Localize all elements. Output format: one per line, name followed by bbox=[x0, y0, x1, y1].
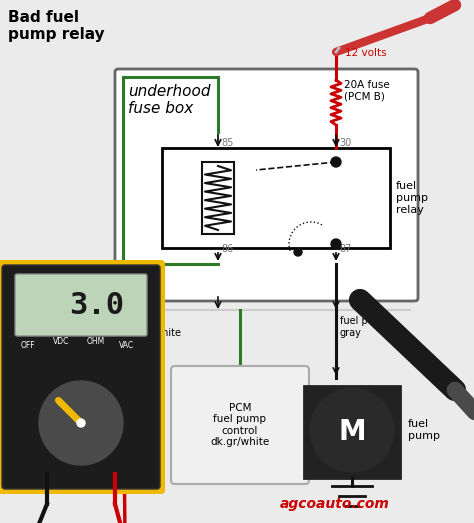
Circle shape bbox=[294, 248, 302, 256]
Bar bbox=[162, 148, 390, 248]
FancyBboxPatch shape bbox=[15, 274, 147, 336]
FancyBboxPatch shape bbox=[115, 69, 418, 301]
Text: Bad fuel
pump relay: Bad fuel pump relay bbox=[8, 10, 105, 42]
Circle shape bbox=[331, 239, 341, 249]
Text: 85: 85 bbox=[221, 138, 233, 148]
Text: 3.0: 3.0 bbox=[69, 290, 124, 320]
Text: fuel
pump
relay: fuel pump relay bbox=[396, 181, 428, 214]
Text: 12 volts: 12 volts bbox=[345, 48, 387, 58]
Text: 30: 30 bbox=[339, 138, 351, 148]
FancyBboxPatch shape bbox=[2, 265, 160, 489]
Text: OFF: OFF bbox=[21, 342, 36, 350]
Text: VAC: VAC bbox=[119, 342, 134, 350]
Text: underhood
fuse box: underhood fuse box bbox=[128, 84, 210, 117]
Text: 86: 86 bbox=[221, 244, 233, 254]
Circle shape bbox=[331, 157, 341, 167]
Text: agcoauto.com: agcoauto.com bbox=[280, 497, 390, 511]
Bar bbox=[304, 386, 400, 478]
Text: control
dk.gr/white: control dk.gr/white bbox=[127, 316, 182, 338]
Circle shape bbox=[39, 381, 123, 465]
Text: fuel pump
gray: fuel pump gray bbox=[340, 316, 390, 338]
Text: VDC: VDC bbox=[53, 336, 69, 346]
Text: PCM
fuel pump
control
dk.gr/white: PCM fuel pump control dk.gr/white bbox=[210, 403, 270, 447]
Text: M: M bbox=[338, 418, 366, 446]
Text: 20A fuse
(PCM B): 20A fuse (PCM B) bbox=[344, 80, 390, 101]
Circle shape bbox=[310, 388, 394, 472]
FancyBboxPatch shape bbox=[171, 366, 309, 484]
Text: 87: 87 bbox=[339, 244, 351, 254]
Text: OHM: OHM bbox=[87, 336, 105, 346]
Circle shape bbox=[77, 419, 85, 427]
Text: fuel
pump: fuel pump bbox=[408, 419, 440, 441]
FancyBboxPatch shape bbox=[0, 260, 165, 494]
